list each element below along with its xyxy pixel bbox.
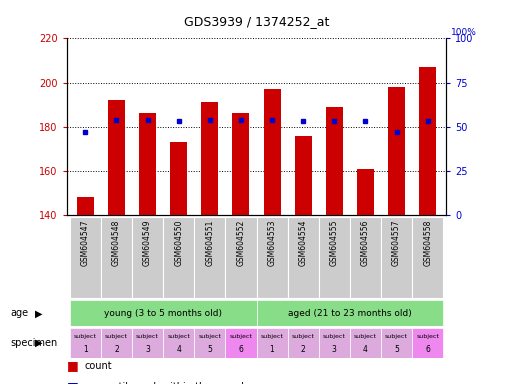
Bar (77, 197, 94, 215)
Text: ▶: ▶ (35, 308, 42, 318)
Text: 2: 2 (301, 345, 306, 354)
Text: GSM604547: GSM604547 (81, 219, 90, 266)
Text: subject: subject (354, 334, 377, 339)
FancyBboxPatch shape (194, 217, 225, 298)
Text: age: age (10, 308, 28, 318)
Text: 1: 1 (83, 345, 88, 354)
Text: GSM604549: GSM604549 (143, 219, 152, 266)
Text: young (3 to 5 months old): young (3 to 5 months old) (104, 309, 222, 318)
FancyBboxPatch shape (101, 328, 132, 358)
Text: ▶: ▶ (35, 338, 42, 348)
FancyBboxPatch shape (381, 217, 412, 298)
Bar (108, 100, 125, 215)
Text: subject: subject (74, 334, 97, 339)
Text: subject: subject (385, 334, 408, 339)
FancyBboxPatch shape (132, 217, 163, 298)
Text: aged (21 to 23 months old): aged (21 to 23 months old) (288, 309, 412, 318)
FancyBboxPatch shape (101, 217, 132, 298)
FancyBboxPatch shape (132, 328, 163, 358)
Text: ■: ■ (67, 359, 78, 372)
Text: GSM604558: GSM604558 (423, 219, 432, 266)
Text: 4: 4 (176, 345, 181, 354)
Text: subject: subject (292, 334, 314, 339)
Bar (232, 114, 249, 215)
Text: subject: subject (229, 334, 252, 339)
FancyBboxPatch shape (163, 328, 194, 358)
Text: 5: 5 (394, 345, 399, 354)
Text: subject: subject (136, 334, 159, 339)
FancyBboxPatch shape (163, 217, 194, 298)
FancyBboxPatch shape (319, 328, 350, 358)
Bar (170, 142, 187, 215)
Text: GSM604557: GSM604557 (392, 219, 401, 266)
FancyBboxPatch shape (350, 217, 381, 298)
Bar (388, 87, 405, 215)
FancyBboxPatch shape (412, 217, 443, 298)
Bar (326, 107, 343, 215)
Text: subject: subject (199, 334, 221, 339)
FancyBboxPatch shape (381, 328, 412, 358)
Text: 100%: 100% (450, 28, 477, 37)
Text: subject: subject (167, 334, 190, 339)
Bar (201, 103, 219, 215)
Bar (294, 136, 312, 215)
Text: GSM604551: GSM604551 (205, 219, 214, 266)
Text: subject: subject (416, 334, 439, 339)
FancyBboxPatch shape (256, 217, 288, 298)
Text: percentile rank within the sample: percentile rank within the sample (85, 382, 250, 384)
FancyBboxPatch shape (412, 328, 443, 358)
Text: GDS3939 / 1374252_at: GDS3939 / 1374252_at (184, 15, 329, 28)
Text: ■: ■ (67, 380, 78, 384)
Text: GSM604555: GSM604555 (330, 219, 339, 266)
Text: subject: subject (323, 334, 346, 339)
Bar (264, 89, 281, 215)
FancyBboxPatch shape (70, 217, 101, 298)
FancyBboxPatch shape (70, 328, 101, 358)
Text: subject: subject (105, 334, 128, 339)
Text: specimen: specimen (10, 338, 57, 348)
Text: GSM604553: GSM604553 (268, 219, 277, 266)
Text: GSM604556: GSM604556 (361, 219, 370, 266)
Text: 2: 2 (114, 345, 119, 354)
FancyBboxPatch shape (225, 217, 256, 298)
Text: 3: 3 (145, 345, 150, 354)
FancyBboxPatch shape (288, 217, 319, 298)
FancyBboxPatch shape (194, 328, 225, 358)
FancyBboxPatch shape (256, 300, 443, 326)
FancyBboxPatch shape (70, 300, 256, 326)
FancyBboxPatch shape (319, 217, 350, 298)
Bar (419, 67, 436, 215)
Text: GSM604548: GSM604548 (112, 219, 121, 266)
Bar (139, 114, 156, 215)
Text: subject: subject (261, 334, 284, 339)
FancyBboxPatch shape (225, 328, 256, 358)
Bar (357, 169, 374, 215)
Text: 6: 6 (239, 345, 243, 354)
Text: GSM604552: GSM604552 (236, 219, 245, 266)
Text: 1: 1 (270, 345, 274, 354)
FancyBboxPatch shape (256, 328, 288, 358)
Text: 4: 4 (363, 345, 368, 354)
Text: GSM604550: GSM604550 (174, 219, 183, 266)
FancyBboxPatch shape (288, 328, 319, 358)
Text: 5: 5 (207, 345, 212, 354)
Text: count: count (85, 361, 112, 371)
Text: 6: 6 (425, 345, 430, 354)
Text: 3: 3 (332, 345, 337, 354)
FancyBboxPatch shape (350, 328, 381, 358)
Text: GSM604554: GSM604554 (299, 219, 308, 266)
